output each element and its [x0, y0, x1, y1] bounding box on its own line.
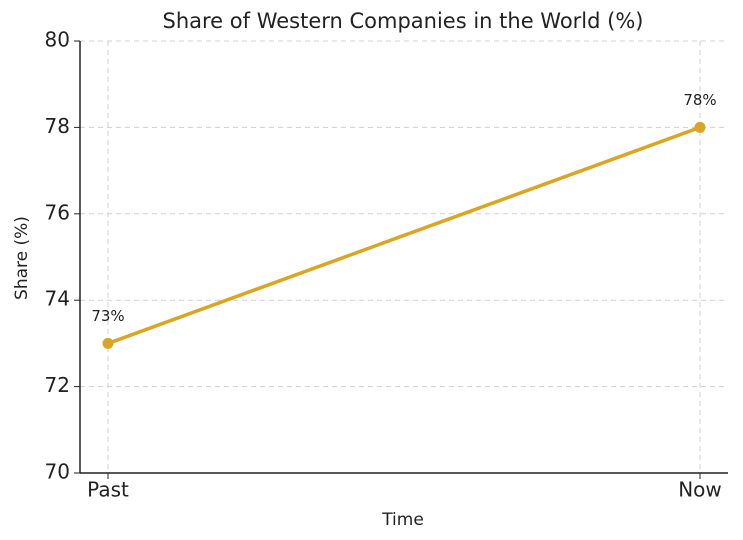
x-axis-label: Time [381, 510, 424, 530]
marker [102, 337, 114, 349]
y-tick-label: 70 [45, 460, 70, 484]
data-label: 73% [91, 307, 124, 325]
line [107, 125, 701, 346]
marker [694, 121, 706, 133]
y-axis-label: Share (%) [12, 216, 32, 300]
x-tick-label: Past [87, 478, 129, 502]
y-tick-label: 78 [45, 114, 70, 138]
y-tick-label: 80 [45, 28, 70, 52]
y-tick-label: 72 [45, 373, 70, 397]
x-tick-label: Now [678, 478, 722, 502]
y-tick-label: 74 [45, 287, 70, 311]
chart-title: Share of Western Companies in the World … [163, 9, 644, 33]
y-tick-label: 76 [45, 200, 70, 224]
data-label: 78% [683, 91, 716, 109]
